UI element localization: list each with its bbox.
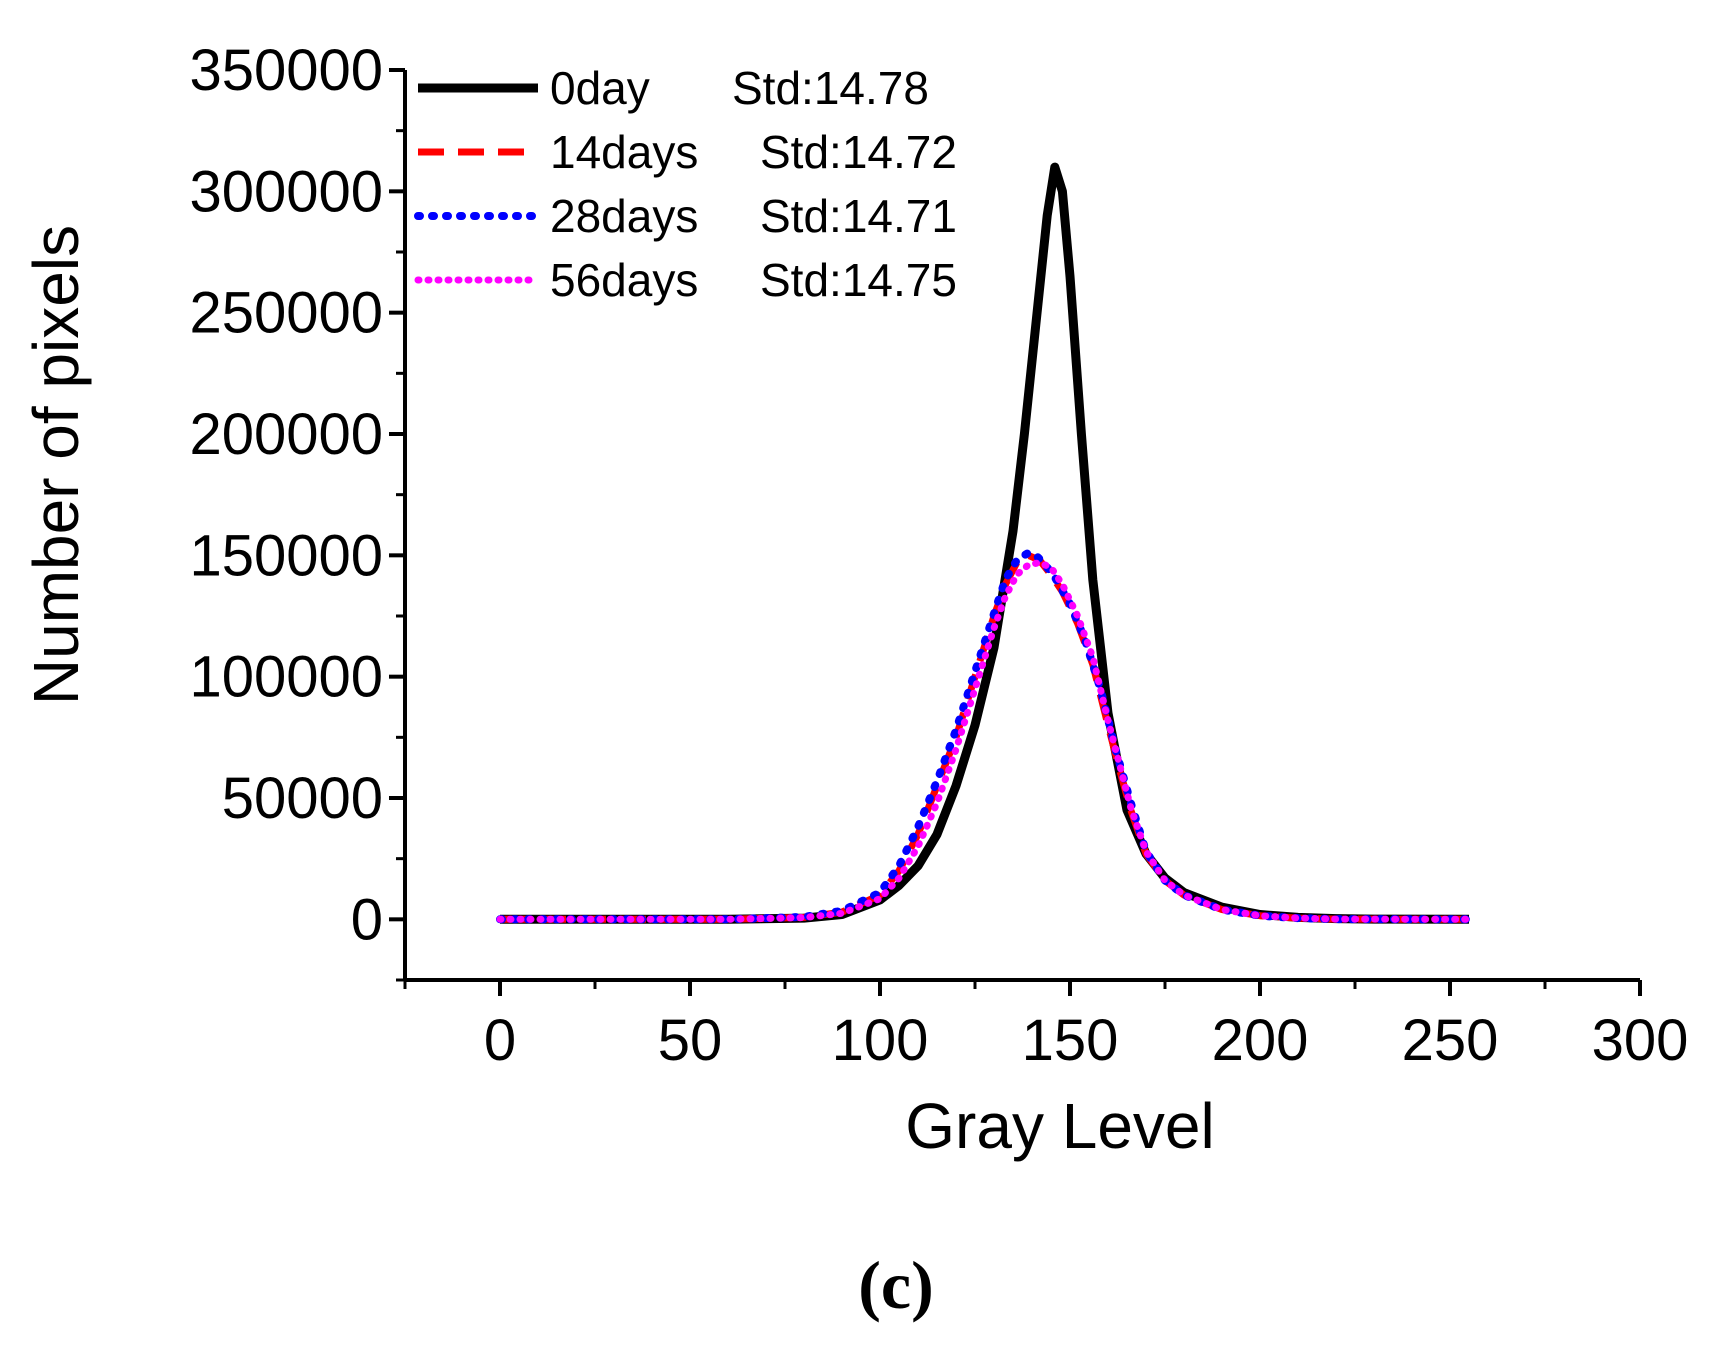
legend-label-28days: 28days: [550, 190, 698, 242]
x-tick-label: 200: [1212, 1008, 1309, 1073]
x-axis-title: Gray Level: [905, 1090, 1214, 1162]
legend-std-28days: Std:14.71: [760, 190, 957, 242]
legend: 0day Std:14.78 14days Std:14.72 28days Std:14…: [414, 62, 957, 306]
series-line-14days: [500, 551, 1470, 923]
y-tick-label: 300000: [189, 159, 383, 224]
y-tick-label: 100000: [189, 645, 383, 710]
x-tick-label: 100: [832, 1008, 929, 1073]
y-tick-label: 150000: [189, 523, 383, 588]
legend-std-14days: Std:14.72: [760, 126, 957, 178]
x-tick-label: 300: [1592, 1008, 1689, 1073]
y-tick-label: 250000: [189, 281, 383, 346]
y-tick-label: 200000: [189, 402, 383, 467]
series-line-56days: [496, 559, 1473, 923]
x-tick-label: 50: [658, 1008, 723, 1073]
x-tick-label: 150: [1022, 1008, 1119, 1073]
y-tick-label: 50000: [222, 766, 383, 831]
y-tick-label: 0: [351, 887, 383, 952]
series-line-28days: [496, 548, 1473, 924]
y-axis-title: Number of pixels: [20, 225, 92, 705]
axes-layer: [403, 70, 1640, 982]
figure-caption: (c): [858, 1247, 933, 1323]
legend-label-14days: 14days: [550, 126, 698, 178]
x-tick-label: 250: [1402, 1008, 1499, 1073]
legend-std-0day: Std:14.78: [732, 62, 929, 114]
legend-label-56days: 56days: [550, 254, 698, 306]
series-layer: [496, 162, 1473, 924]
legend-std-56days: Std:14.75: [760, 254, 957, 306]
y-tick-label: 350000: [189, 38, 383, 103]
x-tick-label: 0: [484, 1008, 516, 1073]
ticks-layer: 0 50 100 150 200 250 300 0 50000 100000 150000 2000…: [189, 38, 1688, 1073]
legend-label-0day: 0day: [550, 62, 650, 114]
